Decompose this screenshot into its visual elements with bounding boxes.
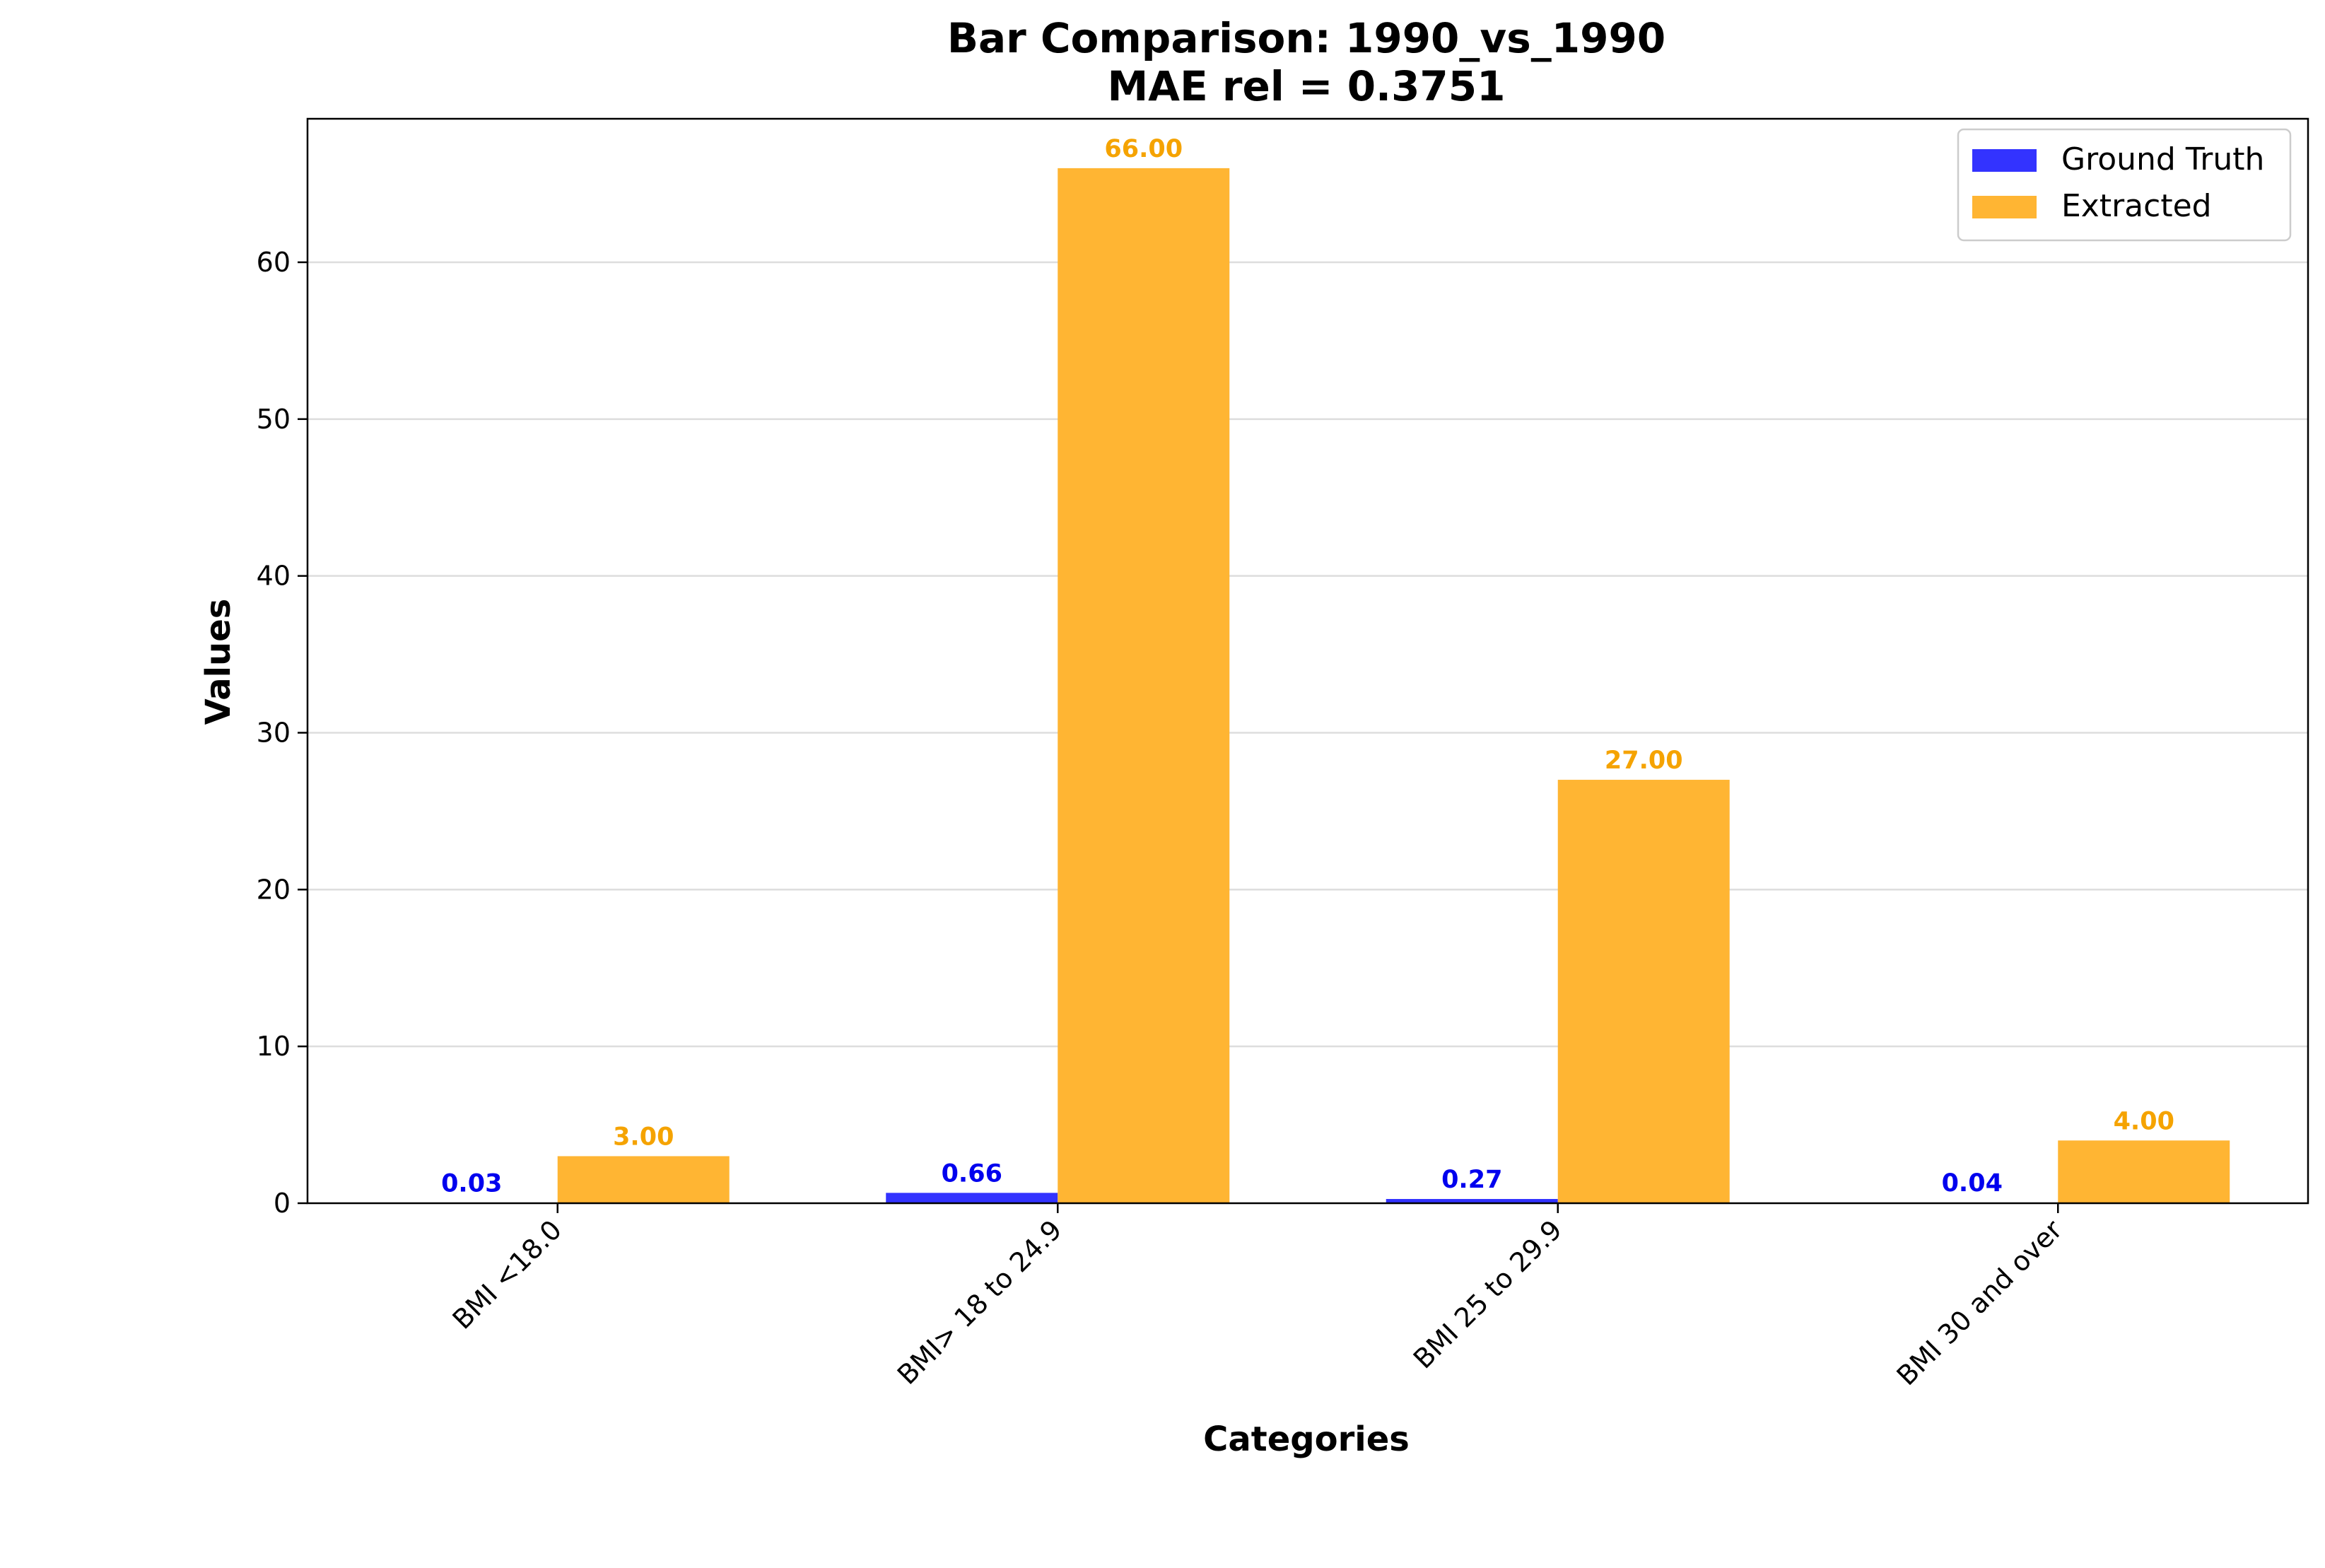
chart-title-line1: Bar Comparison: 1990_vs_1990 xyxy=(947,14,1665,62)
extracted-bar xyxy=(2058,1140,2230,1203)
y-tick-label: 20 xyxy=(257,874,291,905)
bars-group xyxy=(385,168,2230,1203)
legend-box xyxy=(1957,128,2292,242)
y-tick-label: 40 xyxy=(257,561,291,592)
data-labels-group: 0.03 3.00 0.66 66.00 0.27 27.00 0.04 4.00 xyxy=(441,135,2174,1198)
x-axis-label: Categories xyxy=(1203,1420,1410,1459)
legend-label: Ground Truth xyxy=(2061,141,2264,177)
y-tick-label: 0 xyxy=(274,1188,291,1219)
y-tick-label: 60 xyxy=(257,247,291,278)
ground-truth-bar xyxy=(1386,1199,1558,1203)
y-axis-ticks: 0 10 20 30 40 50 60 xyxy=(257,247,308,1219)
ground-truth-value-label: 0.27 xyxy=(1441,1166,1502,1194)
plot-frame xyxy=(306,117,2309,1205)
y-tick-label: 30 xyxy=(257,717,291,748)
extracted-bar xyxy=(1557,780,1730,1203)
ground-truth-value-label: 0.04 xyxy=(1942,1169,2003,1198)
legend-label: Extracted xyxy=(2061,188,2212,224)
legend: Ground Truth Extracted xyxy=(1957,128,2292,242)
grid-lines xyxy=(308,261,2308,1048)
extracted-legend-swatch xyxy=(1972,196,2037,218)
extracted-value-label: 66.00 xyxy=(1104,135,1183,163)
y-tick-label: 50 xyxy=(257,404,291,435)
chart-title-line2: MAE rel = 0.3751 xyxy=(1107,62,1505,110)
y-tick-label: 10 xyxy=(257,1031,291,1062)
extracted-bar xyxy=(1058,168,1230,1203)
ground-truth-bar xyxy=(886,1193,1058,1203)
ground-truth-legend-swatch xyxy=(1972,149,2037,172)
extracted-value-label: 4.00 xyxy=(2114,1107,2174,1135)
ground-truth-value-label: 0.66 xyxy=(942,1159,1002,1188)
extracted-bar xyxy=(557,1156,730,1203)
extracted-value-label: 27.00 xyxy=(1605,747,1683,775)
y-axis-label: Values xyxy=(199,599,238,725)
ground-truth-value-label: 0.03 xyxy=(441,1169,502,1198)
extracted-value-label: 3.00 xyxy=(613,1123,674,1151)
